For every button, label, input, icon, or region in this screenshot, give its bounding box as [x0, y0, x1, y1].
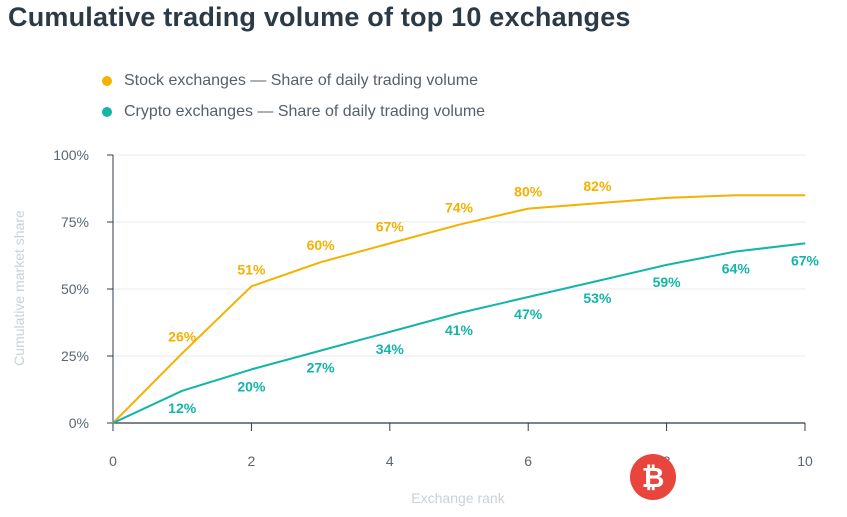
data-label: 51% [237, 261, 266, 277]
x-tick-label: 0 [109, 453, 117, 469]
data-point [389, 331, 391, 333]
legend-label-crypto: Crypto exchanges — Share of daily tradin… [124, 103, 486, 120]
gridlines [113, 154, 805, 424]
chart-title: Cumulative trading volume of top 10 exch… [8, 2, 631, 32]
data-point [112, 422, 114, 424]
data-label: 59% [653, 274, 682, 290]
y-tick-label: 100% [53, 147, 89, 163]
data-point [320, 261, 322, 263]
data-label: 82% [583, 178, 612, 194]
y-axis-title: Cumulative market share [11, 210, 27, 366]
legend-item-crypto: Crypto exchanges — Share of daily tradin… [102, 101, 485, 123]
data-point [527, 208, 529, 210]
data-point [458, 312, 460, 314]
bitcoin-watermark-icon: ₿ [630, 454, 676, 500]
data-label: 74% [445, 200, 474, 216]
data-label: 41% [445, 322, 474, 338]
legend-item-stock: Stock exchanges — Share of daily trading… [102, 70, 478, 92]
y-tick-label: 50% [61, 281, 89, 297]
data-point [181, 390, 183, 392]
x-tick-label: 10 [797, 453, 813, 469]
data-point [250, 285, 252, 287]
x-tick-label: 2 [248, 453, 256, 469]
data-point [527, 296, 529, 298]
data-label: 60% [307, 237, 336, 253]
data-point [181, 352, 183, 354]
data-label: 12% [168, 400, 197, 416]
data-label: 53% [583, 290, 612, 306]
x-tick-label: 6 [524, 453, 532, 469]
data-point [596, 202, 598, 204]
data-point [389, 242, 391, 244]
data-point [804, 242, 806, 244]
data-point [250, 368, 252, 370]
data-point [666, 197, 668, 199]
data-point [320, 350, 322, 352]
legend-dot-crypto [102, 107, 112, 117]
y-tick-label: 75% [61, 214, 89, 230]
x-axis-title: Exchange rank [411, 490, 505, 506]
axes: 0%25%50%75%100%0246810 [53, 147, 813, 469]
data-labels: 26% 51% 60% 67% 74% 80% 82% 12% 20% 27% 34% 41% 47% 5… [168, 178, 819, 416]
data-label: 80% [514, 184, 543, 200]
data-point [804, 194, 806, 196]
data-point [596, 280, 598, 282]
legend-label-stock: Stock exchanges — Share of daily trading… [124, 72, 478, 89]
y-tick-label: 25% [61, 348, 89, 364]
data-label: 47% [514, 306, 543, 322]
series-line-stock [112, 194, 805, 424]
data-label: 34% [376, 341, 405, 357]
legend-dot-stock [102, 76, 112, 86]
x-tick-label: 4 [386, 453, 394, 469]
data-label: 26% [168, 328, 197, 344]
data-label: 67% [376, 218, 405, 234]
data-label: 64% [722, 260, 751, 276]
data-label: 20% [237, 378, 266, 394]
series-lines [112, 194, 806, 424]
data-point [458, 224, 460, 226]
data-point [666, 264, 668, 266]
data-point [735, 194, 737, 196]
y-tick-label: 0% [69, 415, 89, 431]
data-label: 67% [791, 252, 820, 268]
data-label: 27% [307, 360, 336, 376]
data-point [735, 250, 737, 252]
